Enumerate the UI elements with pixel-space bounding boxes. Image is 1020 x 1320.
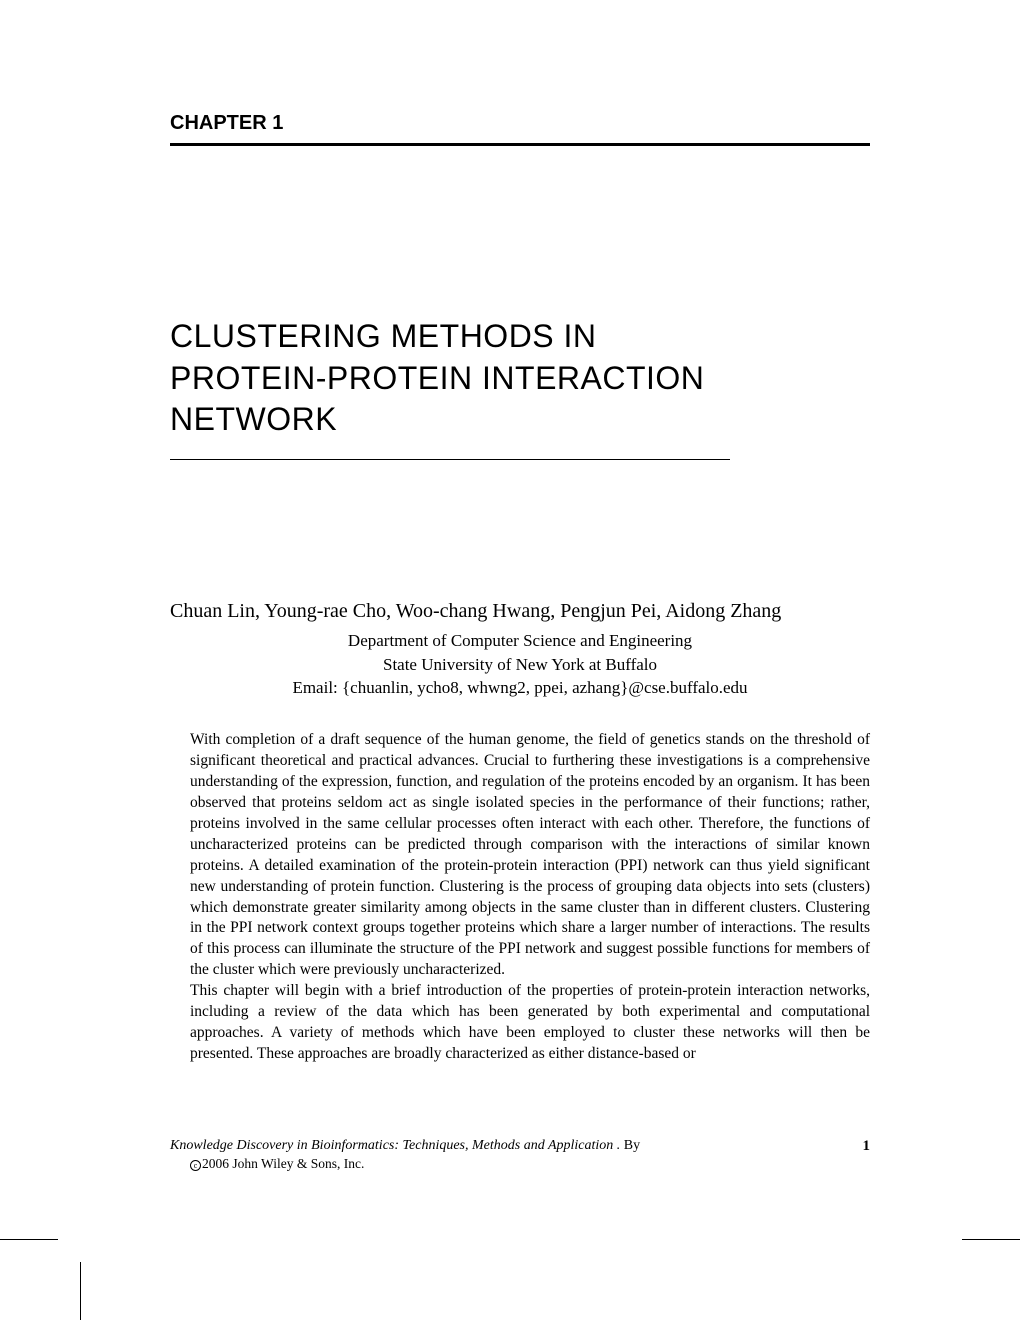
affiliation-dept: Department of Computer Science and Engin… <box>348 631 692 650</box>
abstract-paragraph-2: This chapter will begin with a brief int… <box>190 981 870 1065</box>
abstract-paragraph-1: With completion of a draft sequence of t… <box>190 730 870 981</box>
copyright-year: 2006 <box>202 1156 229 1171</box>
copyright-icon: c <box>190 1160 201 1171</box>
page-content: CHAPTER 1 CLUSTERING METHODS IN PROTEIN-… <box>170 112 870 1065</box>
footer-by: By <box>620 1138 640 1153</box>
copyright-line: c2006 John Wiley & Sons, Inc. <box>170 1156 870 1172</box>
chapter-title: CLUSTERING METHODS IN PROTEIN-PROTEIN IN… <box>170 316 730 441</box>
crop-mark-icon <box>0 1239 58 1240</box>
crop-mark-icon <box>80 1262 81 1320</box>
authors-line: Chuan Lin, Young-rae Cho, Woo-chang Hwan… <box>170 600 870 623</box>
page-number: 1 <box>863 1138 871 1155</box>
rule-under-title <box>170 459 730 460</box>
affiliation-block: Department of Computer Science and Engin… <box>170 629 870 700</box>
affiliation-email: Email: {chuanlin, ycho8, whwng2, ppei, a… <box>292 678 747 697</box>
page-footer: 1 Knowledge Discovery in Bioinformatics:… <box>170 1138 870 1172</box>
crop-mark-icon <box>962 1239 1020 1240</box>
affiliation-univ: State University of New York at Buffalo <box>383 655 657 674</box>
rule-under-chapter <box>170 143 870 146</box>
footer-book-title: Knowledge Discovery in Bioinformatics: T… <box>170 1138 620 1153</box>
abstract-block: With completion of a draft sequence of t… <box>170 730 870 1065</box>
copyright-text: John Wiley & Sons, Inc. <box>229 1156 364 1171</box>
chapter-label: CHAPTER 1 <box>170 112 870 135</box>
